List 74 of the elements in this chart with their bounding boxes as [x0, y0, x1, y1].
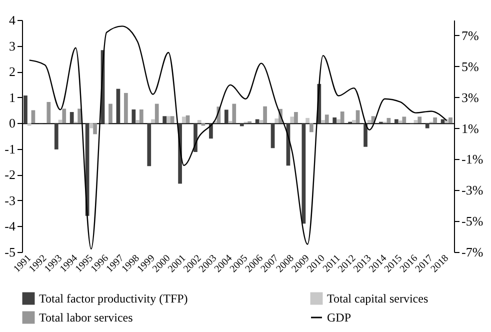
- y2-tick-label: -5%: [462, 214, 484, 229]
- y-tick-label: -5: [4, 244, 16, 260]
- legend-label: Total factor productivity (TFP): [39, 292, 188, 306]
- bar: [62, 108, 66, 124]
- bar: [139, 109, 144, 124]
- bar: [425, 123, 430, 128]
- legend-label: Total capital services: [327, 292, 428, 306]
- y2-tick-label: -3%: [462, 182, 484, 198]
- bar: [166, 116, 170, 124]
- bar: [116, 88, 120, 124]
- bar: [306, 118, 310, 124]
- y-tick-label: -2: [4, 167, 16, 182]
- bar: [321, 120, 325, 124]
- bar: [270, 123, 275, 148]
- bar: [31, 110, 36, 124]
- bar: [448, 117, 452, 124]
- bar: [356, 110, 360, 124]
- bar: [224, 110, 228, 124]
- legend-label: Total labor services: [39, 310, 134, 324]
- bar: [440, 119, 445, 124]
- bar: [336, 119, 340, 124]
- bar: [402, 116, 406, 124]
- y2-tick-label: 7%: [462, 28, 479, 43]
- y-tick-label: -3: [4, 192, 16, 208]
- bar: [46, 102, 51, 124]
- y-tick-label: 3: [9, 38, 16, 54]
- bar: [170, 116, 174, 124]
- bar: [197, 120, 202, 124]
- bar: [255, 119, 260, 124]
- bar: [93, 123, 97, 134]
- bar: [352, 120, 356, 124]
- bar: [27, 123, 32, 126]
- bar: [154, 104, 159, 124]
- bar: [332, 117, 337, 124]
- bar: [70, 112, 74, 124]
- bar: [24, 96, 28, 124]
- y-tick-label: 4: [9, 12, 16, 28]
- bar: [324, 114, 329, 124]
- y-tick-label: 2: [9, 64, 16, 80]
- bar: [108, 104, 112, 124]
- bar: [240, 123, 244, 126]
- legend-label: GDP: [327, 310, 352, 324]
- bar: [294, 112, 298, 124]
- bar: [263, 106, 267, 124]
- bar: [89, 123, 94, 128]
- bar: [274, 118, 279, 124]
- y-tick-label: -1: [4, 141, 16, 156]
- y2-tick-label: -1%: [462, 152, 484, 167]
- bar: [151, 119, 155, 124]
- y2-tick-label: 3%: [462, 90, 479, 105]
- bar: [394, 119, 398, 124]
- bar: [433, 117, 437, 124]
- bar: [232, 104, 236, 124]
- y-tick-label: 1: [9, 90, 16, 105]
- bar: [302, 123, 306, 224]
- y-tick-label: 0: [9, 116, 16, 131]
- bar: [136, 120, 140, 124]
- bar: [290, 116, 294, 124]
- bar: [418, 116, 422, 124]
- y2-tick-label: 5%: [462, 58, 479, 74]
- y2-tick-label: 1%: [462, 120, 479, 136]
- bar: [124, 92, 128, 124]
- bar: [54, 123, 58, 150]
- bar: [364, 123, 368, 147]
- bar: [182, 116, 186, 124]
- bar: [132, 109, 136, 124]
- bar: [340, 112, 344, 124]
- bar: [147, 123, 152, 166]
- y-tick-label: -4: [4, 218, 16, 234]
- bar: [162, 116, 167, 124]
- bar: [78, 108, 82, 124]
- bar: [309, 123, 314, 132]
- y2-tick-label: -7%: [462, 244, 484, 260]
- bar: [367, 120, 372, 124]
